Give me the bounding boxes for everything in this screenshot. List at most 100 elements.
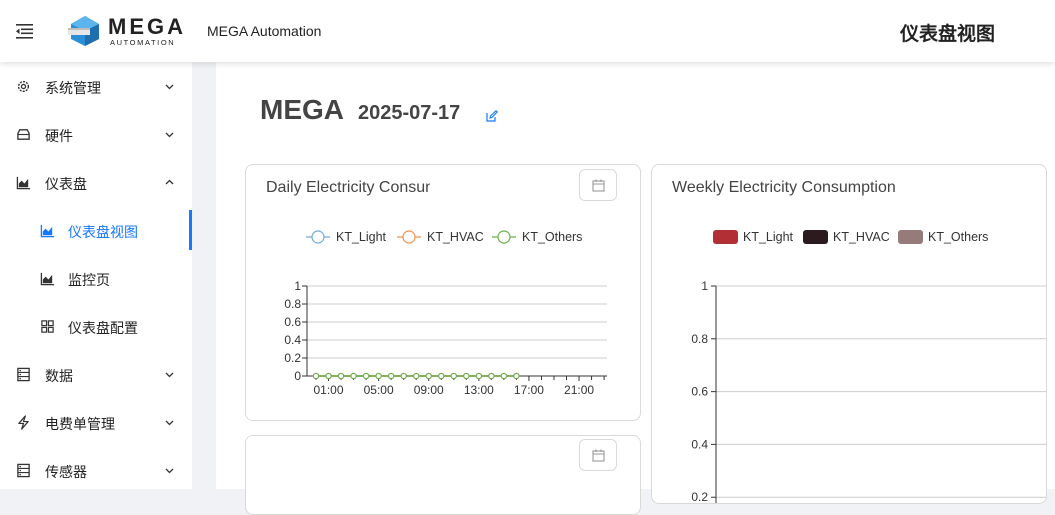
legend-marker bbox=[402, 230, 416, 244]
dashboard-title: MEGA bbox=[260, 94, 344, 125]
database-icon bbox=[17, 367, 30, 382]
hardware-icon bbox=[17, 129, 30, 140]
sidebar-item-system-management[interactable]: 系统管理 bbox=[0, 62, 192, 110]
area-chart-icon bbox=[16, 176, 31, 190]
calendar-icon bbox=[592, 449, 605, 462]
legend-swatch bbox=[803, 230, 828, 244]
legend-marker bbox=[311, 230, 325, 244]
page-heading: 仪表盘视图 bbox=[900, 24, 996, 45]
x-tick-label: 17:00 bbox=[514, 383, 544, 397]
sidebar-item-dashboard-view[interactable]: 仪表盘视图 bbox=[0, 210, 192, 258]
date-picker-button[interactable] bbox=[579, 439, 617, 471]
edit-icon[interactable] bbox=[486, 110, 498, 122]
y-tick-label: 0.2 bbox=[691, 490, 708, 504]
sidebar-item-dashboard-config[interactable]: 仪表盘配置 bbox=[0, 306, 192, 354]
y-tick-label: 0.8 bbox=[284, 297, 301, 311]
x-tick-label: 13:00 bbox=[464, 383, 494, 397]
x-tick-label: 09:00 bbox=[414, 383, 444, 397]
sidebar-item-label: 监控页 bbox=[68, 272, 110, 288]
x-tick-label: 01:00 bbox=[314, 383, 344, 397]
y-tick-label: 0.2 bbox=[284, 351, 301, 365]
y-tick-label: 1 bbox=[701, 279, 708, 293]
data-point bbox=[438, 372, 445, 380]
gear-icon bbox=[17, 80, 30, 93]
sidebar-item-label: 系统管理 bbox=[45, 80, 101, 96]
sidebar-item-label: 传感器 bbox=[45, 464, 87, 480]
grid-icon bbox=[41, 320, 54, 333]
chevron-down-icon bbox=[165, 132, 174, 138]
legend-label: KT_HVAC bbox=[427, 230, 484, 244]
sidebar-item-sensors[interactable]: 传感器 bbox=[0, 446, 192, 494]
sidebar-item-monitoring[interactable]: 监控页 bbox=[0, 258, 192, 306]
y-tick-label: 1 bbox=[294, 279, 301, 293]
daily-line-chart: KT_Light KT_HVAC KT_Others 0 0.2 0.4 0.6 0.8 1 01… bbox=[284, 230, 607, 397]
sidebar-item-data[interactable]: 数据 bbox=[0, 350, 192, 398]
data-point bbox=[425, 372, 432, 380]
database-icon bbox=[17, 463, 30, 478]
data-point bbox=[337, 372, 345, 380]
chevron-down-icon bbox=[165, 468, 174, 474]
sidebar-item-label: 仪表盘配置 bbox=[68, 320, 138, 336]
legend-label: KT_HVAC bbox=[833, 230, 890, 244]
app-name: MEGA Automation bbox=[207, 23, 322, 39]
weekly-consumption-card: Weekly Electricity Consumption KT_Light K… bbox=[651, 164, 1047, 504]
top-bar: MEGA AUTOMATION MEGA Automation 仪表盘视图 bbox=[0, 0, 1055, 62]
y-tick-label: 0 bbox=[294, 369, 301, 383]
x-tick-label: 21:00 bbox=[564, 383, 594, 397]
sidebar-item-label: 电费单管理 bbox=[45, 416, 115, 432]
weekly-bar-chart: KT_Light KT_HVAC KT_Others 0.2 0.4 0.6 0.8 1 bbox=[691, 230, 1046, 504]
data-point bbox=[475, 372, 482, 380]
sidebar-item-bill-management[interactable]: 电费单管理 bbox=[0, 398, 192, 446]
y-tick-label: 0.8 bbox=[691, 332, 708, 346]
daily-card-title: Daily Electricity Consumption bbox=[266, 179, 430, 196]
chevron-up-icon bbox=[165, 179, 174, 185]
lightning-icon bbox=[18, 415, 29, 430]
chevron-down-icon bbox=[165, 372, 174, 378]
x-tick-label: 05:00 bbox=[364, 383, 394, 397]
legend-swatch bbox=[713, 230, 738, 244]
data-point bbox=[513, 372, 520, 380]
legend-label: KT_Others bbox=[522, 230, 582, 244]
data-point bbox=[500, 372, 508, 380]
area-chart-icon bbox=[40, 272, 55, 286]
data-point bbox=[362, 372, 370, 380]
data-point bbox=[312, 372, 320, 380]
sidebar-item-label: 仪表盘 bbox=[45, 176, 87, 192]
sidebar: 系统管理 硬件 仪表盘 仪表盘视图 监控页 bbox=[0, 62, 192, 489]
weekly-card-title: Weekly Electricity Consumption bbox=[672, 179, 896, 196]
y-tick-label: 0.6 bbox=[691, 385, 708, 399]
sidebar-item-label: 硬件 bbox=[45, 128, 73, 144]
chevron-down-icon bbox=[165, 84, 174, 90]
data-point bbox=[413, 372, 420, 380]
data-point bbox=[375, 372, 382, 380]
legend-label: KT_Others bbox=[928, 230, 988, 244]
chevron-down-icon bbox=[165, 420, 174, 426]
sidebar-item-label: 数据 bbox=[45, 368, 73, 384]
daily-consumption-card: Daily Electricity Consumption KT_LightKT… bbox=[245, 164, 641, 421]
y-tick-label: 0.4 bbox=[691, 437, 708, 451]
y-tick-label: 0.6 bbox=[284, 315, 301, 329]
date-picker-button[interactable] bbox=[579, 169, 617, 201]
data-point bbox=[463, 372, 470, 380]
calendar-icon bbox=[592, 179, 605, 192]
dashboard-date: 2025-07-17 bbox=[358, 102, 461, 124]
secondary-chart-card bbox=[245, 435, 641, 515]
data-point bbox=[388, 372, 395, 380]
y-tick-label: 0.4 bbox=[284, 333, 301, 347]
data-point bbox=[488, 372, 495, 380]
menu-fold-icon[interactable] bbox=[15, 22, 35, 40]
sidebar-item-dashboard[interactable]: 仪表盘 bbox=[0, 158, 192, 206]
logo-text: MEGA bbox=[108, 14, 186, 39]
logo-mark-icon bbox=[68, 16, 99, 46]
legend-marker bbox=[497, 230, 511, 244]
data-point bbox=[400, 372, 407, 380]
area-chart-icon bbox=[40, 224, 55, 238]
legend-swatch bbox=[898, 230, 923, 244]
sidebar-item-hardware[interactable]: 硬件 bbox=[0, 110, 192, 158]
data-point bbox=[450, 372, 457, 380]
logo-subtext: AUTOMATION bbox=[110, 38, 176, 47]
data-point bbox=[325, 372, 332, 380]
sidebar-item-label: 仪表盘视图 bbox=[68, 224, 138, 240]
legend-label: KT_Light bbox=[743, 230, 794, 244]
card-title-clip: Daily Electricity Consumption bbox=[266, 175, 430, 201]
